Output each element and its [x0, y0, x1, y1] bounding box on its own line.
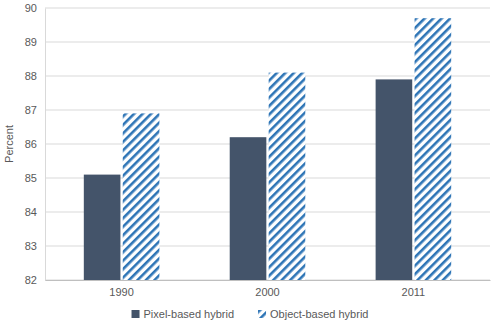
- y-tick-label: 89: [25, 36, 37, 48]
- y-tick: 90: [25, 2, 45, 14]
- grid: [45, 8, 490, 280]
- y-tick-label: 86: [25, 138, 37, 150]
- x-axis-line: [46, 280, 491, 281]
- y-tick: 82: [25, 274, 45, 286]
- x-tick-label: 2000: [255, 286, 279, 298]
- y-tick-label: 87: [25, 104, 37, 116]
- x-tick-label: 1990: [109, 286, 133, 298]
- bar: [230, 137, 267, 280]
- legend-swatch: [258, 310, 266, 318]
- y-tick-label: 90: [25, 2, 37, 14]
- y-tick-label: 85: [25, 172, 37, 184]
- y-tick: 88: [25, 70, 45, 82]
- bars: [84, 18, 451, 280]
- bar: [269, 73, 306, 280]
- y-tick-label: 88: [25, 70, 37, 82]
- x-axis: 1990 2000 2011: [46, 280, 491, 298]
- chart: 82 83 84 85 86 87 88 89 90 1990 2000 2011 Percent Pix…: [0, 0, 500, 327]
- legend-label: Pixel-based hybrid: [144, 308, 235, 320]
- y-tick-label: 83: [25, 240, 37, 252]
- y-axis-title: Percent: [3, 125, 15, 163]
- grid-line: [45, 8, 490, 9]
- y-tick: 83: [25, 240, 45, 252]
- y-tick: 85: [25, 172, 45, 184]
- y-tick: 86: [25, 138, 45, 150]
- x-tick: 2000: [255, 280, 279, 298]
- y-tick-label: 82: [25, 274, 37, 286]
- legend-item: Object-based hybrid: [258, 308, 368, 320]
- bar: [376, 79, 413, 280]
- legend-item: Pixel-based hybrid: [132, 308, 235, 320]
- legend-label: Object-based hybrid: [270, 308, 368, 320]
- bar: [123, 113, 160, 280]
- x-tick: 1990: [109, 280, 133, 298]
- y-axis-line: [45, 9, 46, 281]
- y-tick: 89: [25, 36, 45, 48]
- x-tick-label: 2011: [402, 286, 426, 298]
- legend-swatch: [132, 310, 140, 318]
- bar: [84, 175, 121, 280]
- y-tick: 84: [25, 206, 45, 218]
- x-tick: 2011: [402, 280, 426, 298]
- legend: Pixel-based hybrid Object-based hybrid: [132, 308, 369, 320]
- bar: [415, 18, 452, 280]
- y-tick: 87: [25, 104, 45, 116]
- y-tick-label: 84: [25, 206, 37, 218]
- y-axis: 82 83 84 85 86 87 88 89 90: [25, 2, 46, 286]
